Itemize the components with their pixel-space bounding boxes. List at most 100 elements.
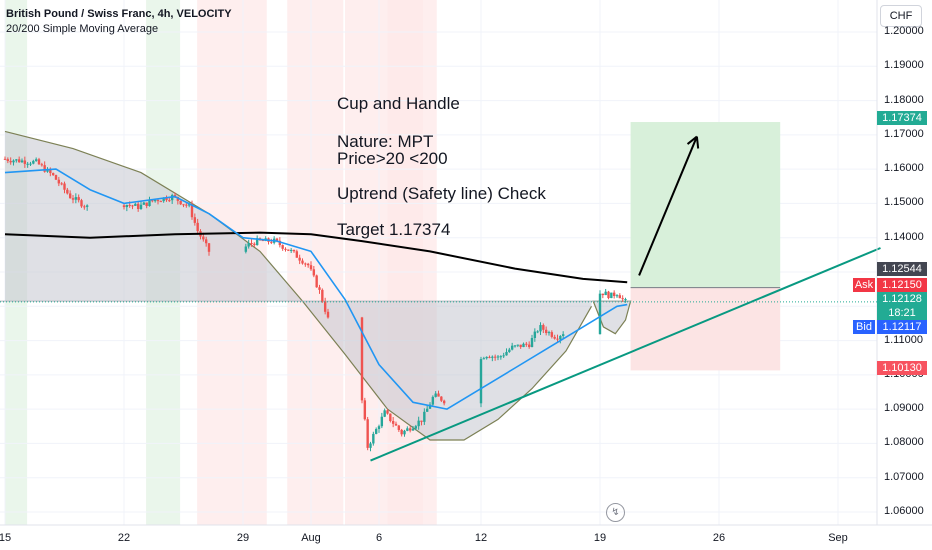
candle-up <box>187 204 191 206</box>
candle-up <box>26 163 29 165</box>
candle-up <box>522 343 525 348</box>
candle-down <box>49 169 52 174</box>
stop-price-tag: 1.10130 <box>877 361 927 375</box>
time-tick-label: Aug <box>301 532 321 544</box>
drawings <box>370 135 881 462</box>
candle-down <box>165 197 168 201</box>
candle-up <box>624 299 627 301</box>
candle-down <box>601 293 605 296</box>
candle-down <box>151 200 154 202</box>
candle-down <box>145 202 148 207</box>
candle-down <box>122 205 126 208</box>
candle-down <box>287 249 290 251</box>
candle-up <box>162 197 165 202</box>
candle-down <box>202 236 205 240</box>
candle-down <box>363 400 367 420</box>
candle-down <box>612 292 616 296</box>
candle-down <box>63 183 66 190</box>
candle-down <box>556 338 559 340</box>
candle-up <box>417 420 420 427</box>
bid-price-tag: 1.12117 <box>877 320 927 334</box>
candle-up <box>510 345 514 350</box>
candle-up <box>148 200 151 207</box>
candle-up <box>423 411 426 422</box>
candle-down <box>51 173 55 176</box>
candle-down <box>306 263 310 266</box>
candle-down <box>323 301 327 312</box>
candle-down <box>366 419 369 448</box>
candle-down <box>386 410 389 414</box>
time-tick-label: 29 <box>236 532 250 544</box>
ask-label: Ask <box>853 278 875 292</box>
candle-down <box>360 317 364 401</box>
candle-down <box>182 204 185 206</box>
price-tick-label: 1.18000 <box>884 93 924 106</box>
candle-down <box>37 159 41 165</box>
flash-icon[interactable]: ↯ <box>606 503 625 522</box>
candle-up <box>561 334 565 337</box>
moving-average-lines <box>4 168 628 410</box>
candle-up <box>547 332 551 334</box>
candle-up <box>479 359 483 404</box>
cup-fill <box>5 131 592 440</box>
candle-down <box>77 197 80 201</box>
candle-down <box>68 193 72 199</box>
candle-down <box>321 289 324 302</box>
candle-up <box>482 358 486 360</box>
candle-up <box>434 393 437 397</box>
candle-up <box>247 243 250 247</box>
candle-up <box>559 336 562 340</box>
target-arrow-head <box>686 135 698 145</box>
candle-down <box>607 291 610 299</box>
annotation-target: Target 1.17374 <box>337 220 451 239</box>
currency-button[interactable]: CHF <box>880 5 922 27</box>
last-price-tag: 1.12128 18:21 <box>877 292 927 320</box>
candle-down <box>275 238 279 241</box>
time-tick-label: 12 <box>474 532 488 544</box>
candle-up <box>383 410 386 417</box>
candle-down <box>544 329 548 334</box>
time-tick-label: 26 <box>712 532 726 544</box>
indicator-legend[interactable]: 20/200 Simple Moving Average <box>6 23 159 35</box>
symbol-title[interactable]: British Pound / Swiss Franc, 4h, VELOCIT… <box>6 8 232 20</box>
profit-zone <box>630 122 781 288</box>
candle-up <box>491 356 494 358</box>
cup-outline <box>4 130 593 441</box>
candle-down <box>193 217 197 223</box>
candle-down <box>156 200 160 202</box>
candle-up <box>411 428 415 431</box>
candle-down <box>437 393 440 397</box>
candle-down <box>278 240 282 246</box>
candle-down <box>292 249 296 252</box>
last-price-value: 1.12128 <box>882 293 922 305</box>
candle-up <box>134 203 137 206</box>
candle-down <box>60 183 63 185</box>
candle-down <box>440 396 443 401</box>
candle-down <box>391 421 395 424</box>
candle-down <box>43 165 46 172</box>
target-arrow-shaft <box>638 136 698 276</box>
candle-down <box>57 179 61 184</box>
price-tick-label: 1.06000 <box>884 505 924 517</box>
candle-down <box>80 200 83 207</box>
candle-up <box>604 291 607 296</box>
candle-up <box>502 355 505 357</box>
candle-up <box>516 344 520 346</box>
candle-up <box>369 443 372 448</box>
candle-down <box>190 204 194 218</box>
candle-down <box>442 400 446 404</box>
time-tick-label: 15 <box>0 532 12 544</box>
candle-down <box>298 257 301 261</box>
candle-down <box>621 298 624 300</box>
candle-up <box>536 331 539 333</box>
bid-label: Bid <box>853 320 875 334</box>
price-tick-label: 1.17000 <box>884 127 924 140</box>
price-tick-label: 1.14000 <box>884 230 924 243</box>
candle-up <box>428 404 432 409</box>
candle-down <box>253 243 256 246</box>
target-price-tag: 1.17374 <box>877 111 927 125</box>
candlestick-series <box>3 156 627 452</box>
candle-up <box>29 163 32 165</box>
price-tick-label: 1.20000 <box>884 25 924 37</box>
